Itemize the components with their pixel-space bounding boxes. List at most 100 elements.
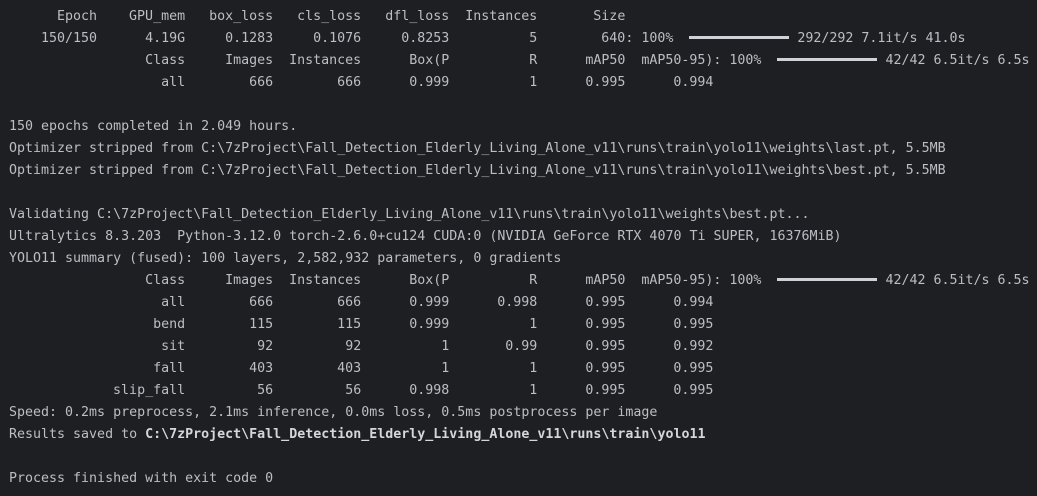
val-row: sit 92 92 1 0.99 0.995 0.992 — [9, 336, 1037, 358]
table-cell: 1 — [529, 383, 538, 398]
table-cell: 1 — [441, 339, 450, 354]
table-cell: 4.19G — [145, 31, 186, 46]
table-cell: 0.995 — [673, 383, 714, 398]
table-cell: bend — [153, 317, 186, 332]
progress-stats: 42/42 6.5it/s 6.5s — [885, 273, 1030, 288]
table-cell: 666 — [337, 295, 362, 310]
table-cell: Instances — [289, 273, 362, 288]
table-cell: 1 — [529, 75, 538, 90]
log-line: 150 epochs completed in 2.049 hours. — [9, 119, 298, 134]
table-cell: 403 — [337, 361, 362, 376]
table-cell: 0.998 — [497, 295, 538, 310]
progress-bar — [689, 35, 790, 39]
log-line: Validating C:\7zProject\Fall_Detection_E… — [9, 207, 810, 222]
table-cell: GPU_mem — [129, 9, 186, 24]
table-cell: Class — [145, 273, 186, 288]
table-cell: 0.995 — [673, 317, 714, 332]
log-line: YOLO11 summary (fused): 100 layers, 2,58… — [9, 251, 562, 266]
table-cell: Images — [225, 53, 274, 68]
val-row: slip_fall 56 56 0.998 1 0.995 0.995 — [9, 380, 1037, 402]
table-cell: all — [161, 75, 186, 90]
table-cell: 0.1076 — [313, 31, 362, 46]
blank-line — [9, 182, 1037, 204]
log-line: Optimizer stripped from C:\7zProject\Fal… — [9, 163, 946, 178]
progress-percent: : 100% — [625, 31, 682, 46]
table-cell: 92 — [345, 339, 362, 354]
exit-line: Process finished with exit code 0 — [9, 471, 274, 486]
table-cell: 5 — [529, 31, 538, 46]
table-cell: 0.995 — [673, 361, 714, 376]
table-cell: 0.8253 — [401, 31, 450, 46]
log-line: Ultralytics 8.3.203 Python-3.12.0 torch-… — [9, 229, 842, 244]
table-cell: 0.999 — [409, 317, 450, 332]
blank-line — [9, 94, 1037, 116]
table-cell: 0.998 — [409, 383, 450, 398]
val-row: bend 115 115 0.999 1 0.995 0.995 — [9, 314, 1037, 336]
progress-stats: 42/42 6.5it/s 6.5s — [885, 53, 1030, 68]
table-cell: mAP50 — [585, 53, 626, 68]
progress-bar — [777, 277, 878, 281]
table-cell: 92 — [257, 339, 274, 354]
table-cell: Size — [593, 9, 626, 24]
table-cell: box_loss — [209, 9, 274, 24]
table-cell: Instances — [289, 53, 362, 68]
table-cell: 666 — [249, 75, 274, 90]
table-cell: fall — [153, 361, 186, 376]
log-line: Optimizer stripped from C:\7zProject\Fal… — [9, 141, 946, 156]
table-cell: 0.995 — [585, 295, 626, 310]
table-cell: 0.995 — [585, 339, 626, 354]
table-cell: 0.994 — [673, 75, 714, 90]
table-cell: 0.999 — [409, 295, 450, 310]
table-cell: 666 — [249, 295, 274, 310]
results-line: Results saved to C:\7zProject\Fall_Detec… — [9, 424, 1037, 446]
table-cell: sit — [161, 339, 186, 354]
blank-line — [9, 446, 1037, 468]
table-cell: Epoch — [57, 9, 98, 24]
val-row: fall 403 403 1 1 0.995 0.995 — [9, 358, 1037, 380]
table-cell: 0.995 — [585, 383, 626, 398]
results-prefix: Results saved to — [9, 427, 146, 442]
val-row: all 666 666 0.999 1 0.995 0.994 — [9, 72, 1037, 94]
table-cell: 0.999 — [409, 75, 450, 90]
table-cell: 56 — [345, 383, 362, 398]
progress-bar — [777, 57, 878, 61]
table-cell: 0.994 — [673, 295, 714, 310]
table-cell: slip_fall — [113, 383, 186, 398]
table-cell: cls_loss — [297, 9, 362, 24]
table-cell: 1 — [441, 361, 450, 376]
table-cell: 0.995 — [585, 317, 626, 332]
progress-stats: 292/292 7.1it/s 41.0s — [797, 31, 966, 46]
table-cell: 1 — [529, 317, 538, 332]
table-cell: mAP50-95) — [641, 273, 714, 288]
table-cell: 0.99 — [505, 339, 538, 354]
table-cell: Box(P — [409, 273, 450, 288]
table-cell: 0.995 — [585, 361, 626, 376]
table-cell: Box(P — [409, 53, 450, 68]
table-cell: 0.995 — [585, 75, 626, 90]
table-cell: R — [529, 273, 538, 288]
speed-line: Speed: 0.2ms preprocess, 2.1ms inference… — [9, 405, 658, 420]
progress-percent: : 100% — [713, 53, 770, 68]
table-cell: mAP50 — [585, 273, 626, 288]
table-cell: all — [161, 295, 186, 310]
table-cell: 403 — [249, 361, 274, 376]
table-cell: Class — [145, 53, 186, 68]
table-cell: 1 — [529, 361, 538, 376]
table-cell: 115 — [249, 317, 274, 332]
table-cell: 0.992 — [673, 339, 714, 354]
table-cell: mAP50-95) — [641, 53, 714, 68]
table-cell: 56 — [257, 383, 274, 398]
table-cell: 115 — [337, 317, 362, 332]
train-row: 150/150 4.19G 0.1283 0.1076 0.8253 5 640: 100%… — [9, 28, 1037, 50]
table-cell: 640 — [601, 31, 626, 46]
table-cell: 666 — [337, 75, 362, 90]
progress-percent: : 100% — [713, 273, 770, 288]
table-cell: 0.1283 — [225, 31, 274, 46]
table-cell: R — [529, 53, 538, 68]
table-cell: Instances — [465, 9, 538, 24]
table-cell: dfl_loss — [385, 9, 450, 24]
table-cell: 150/150 — [41, 31, 98, 46]
